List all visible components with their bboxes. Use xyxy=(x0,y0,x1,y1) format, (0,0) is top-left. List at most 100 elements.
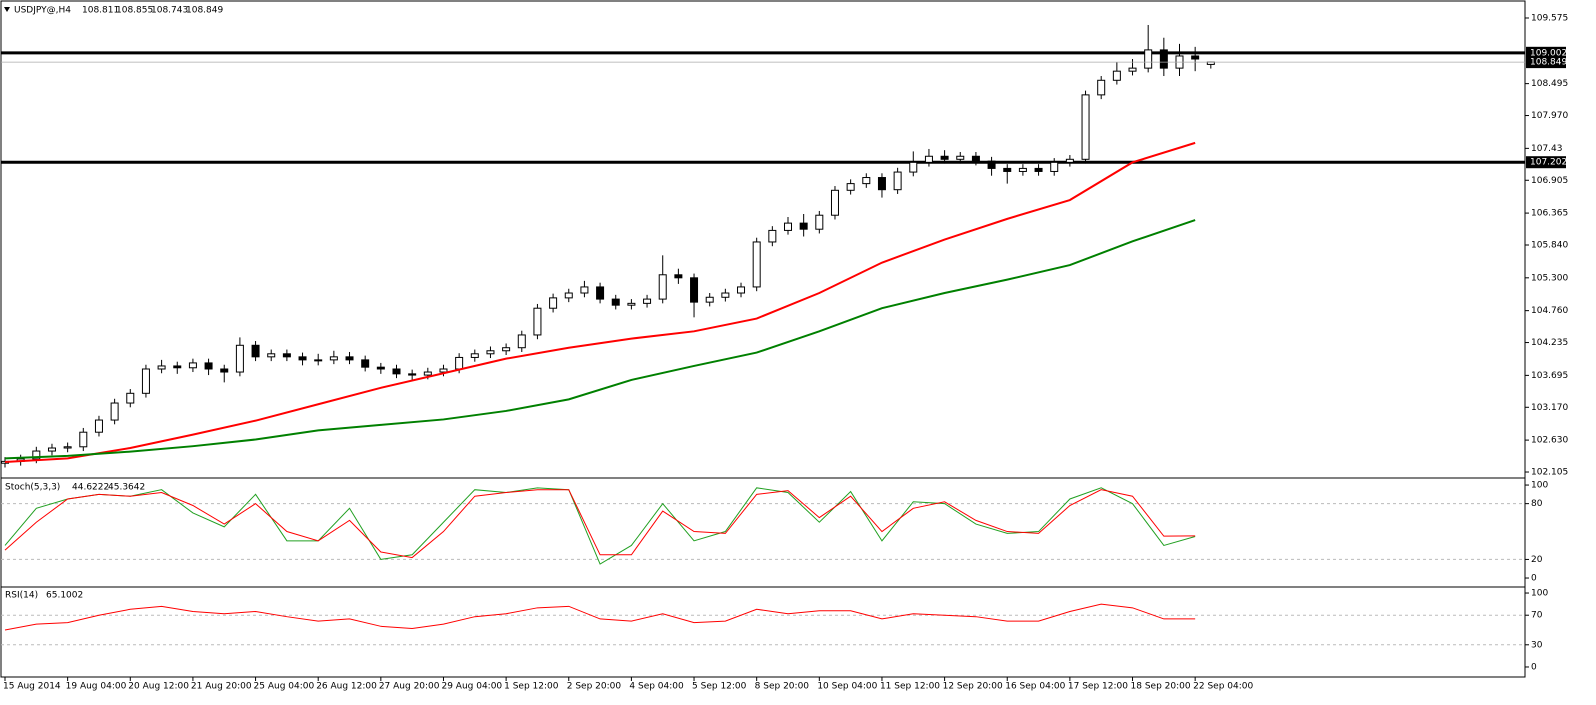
y-tick-label: 103.695 xyxy=(1531,371,1568,381)
header-low: 108.743 xyxy=(151,6,188,16)
candle-body xyxy=(658,274,667,300)
candle-body xyxy=(815,214,824,230)
candle-body xyxy=(1050,161,1059,172)
header-close: 108.849 xyxy=(186,6,223,16)
x-tick-label: 15 Aug 2014 xyxy=(3,682,61,692)
level-label-box xyxy=(1526,156,1566,169)
stoch-signal-value: 45.3642 xyxy=(108,483,145,493)
chart-frame xyxy=(0,0,1526,678)
x-tick-label: 2 Sep 20:00 xyxy=(567,682,622,692)
x-tick-label: 22 Sep 04:00 xyxy=(1193,682,1253,692)
y-tick-label: 106.905 xyxy=(1531,176,1568,186)
candle-body xyxy=(470,353,479,358)
y-tick-label: 70 xyxy=(1531,611,1543,621)
x-tick-label: 17 Sep 12:00 xyxy=(1068,682,1128,692)
candle-body xyxy=(282,353,291,358)
y-tick-label: 102.630 xyxy=(1531,436,1568,446)
menu-arrow[interactable] xyxy=(4,7,10,12)
candle-body xyxy=(314,359,323,362)
candle-body xyxy=(486,350,495,355)
stoch-title: Stoch(5,3,3) xyxy=(5,483,60,493)
candle-body xyxy=(1144,49,1153,69)
indicator-line xyxy=(4,487,1196,565)
x-tick-label: 20 Aug 12:00 xyxy=(128,682,189,692)
candle-body xyxy=(188,362,197,369)
y-tick-label: 102.105 xyxy=(1531,468,1568,478)
y-tick-label: 107.970 xyxy=(1531,111,1568,121)
candle-body xyxy=(768,229,777,243)
candle-body xyxy=(455,356,464,370)
candle-body xyxy=(220,368,229,373)
candle-body xyxy=(376,366,385,370)
candle-body xyxy=(1128,67,1137,72)
x-tick-label: 29 Aug 04:00 xyxy=(441,682,502,692)
candle-body xyxy=(971,155,980,162)
indicator-line xyxy=(4,141,1196,463)
candle-body xyxy=(862,177,871,185)
candle-body xyxy=(267,353,276,358)
candle-body xyxy=(345,356,354,361)
candle-body xyxy=(752,241,761,288)
candle-body xyxy=(737,286,746,294)
x-tick-label: 4 Sep 04:00 xyxy=(629,682,684,692)
y-tick-label: 20 xyxy=(1531,555,1543,565)
x-tick-label: 1 Sep 12:00 xyxy=(504,682,559,692)
current-price-label: 108.849 xyxy=(1530,58,1567,68)
candle-body xyxy=(110,402,119,421)
candle-body xyxy=(1191,55,1200,60)
rsi-title: RSI(14) xyxy=(5,591,38,601)
header-open: 108.811 xyxy=(82,6,119,16)
candle-body xyxy=(627,302,636,306)
candle-body xyxy=(924,155,933,163)
candle-body xyxy=(329,356,338,361)
candle-body xyxy=(705,296,714,303)
current-price-box xyxy=(1526,56,1566,69)
x-tick-label: 11 Sep 12:00 xyxy=(880,682,940,692)
candle-body xyxy=(298,356,307,361)
candle-body xyxy=(94,419,103,433)
candle-body xyxy=(580,286,589,294)
candle-body xyxy=(721,292,730,298)
indicator-line xyxy=(4,219,1196,460)
candle-body xyxy=(596,286,605,300)
candle-body xyxy=(1018,167,1027,172)
candle-body xyxy=(533,307,542,336)
symbol: USDJPY@,H4 xyxy=(14,6,71,16)
y-tick-label: 106.365 xyxy=(1531,209,1568,219)
x-tick-label: 21 Aug 20:00 xyxy=(191,682,252,692)
candle-body xyxy=(1003,167,1012,172)
candle-body xyxy=(361,359,370,368)
level-label-box xyxy=(1526,46,1566,59)
candle-body xyxy=(502,347,511,352)
x-tick-label: 27 Aug 20:00 xyxy=(379,682,440,692)
candle-body xyxy=(1065,158,1074,163)
candle-body xyxy=(799,222,808,230)
candle-body xyxy=(877,177,886,191)
candle-body xyxy=(987,160,996,169)
level-label: 109.002 xyxy=(1530,48,1567,58)
candle-body xyxy=(830,189,839,216)
candle-body xyxy=(643,298,652,304)
y-tick-label: 103.170 xyxy=(1531,403,1568,413)
candle-body xyxy=(408,373,417,376)
candle-body xyxy=(47,447,56,452)
candle-body xyxy=(204,362,213,370)
candle-body xyxy=(956,155,965,160)
x-tick-label: 12 Sep 20:00 xyxy=(943,682,1003,692)
candle-body xyxy=(909,161,918,173)
candle-body xyxy=(79,431,88,448)
candle-body xyxy=(846,183,855,191)
y-tick-label: 109.575 xyxy=(1531,13,1568,23)
candle-body xyxy=(423,371,432,376)
candle-body xyxy=(549,297,558,309)
candle-body xyxy=(1034,167,1043,172)
rsi-value: 65.1002 xyxy=(46,591,83,601)
y-tick-label: 105.840 xyxy=(1531,241,1568,251)
y-tick-label: 104.235 xyxy=(1531,338,1568,348)
candle-body xyxy=(690,277,699,303)
header-high: 108.855 xyxy=(116,6,153,16)
candle-body xyxy=(940,155,949,160)
candle-body xyxy=(611,298,620,306)
